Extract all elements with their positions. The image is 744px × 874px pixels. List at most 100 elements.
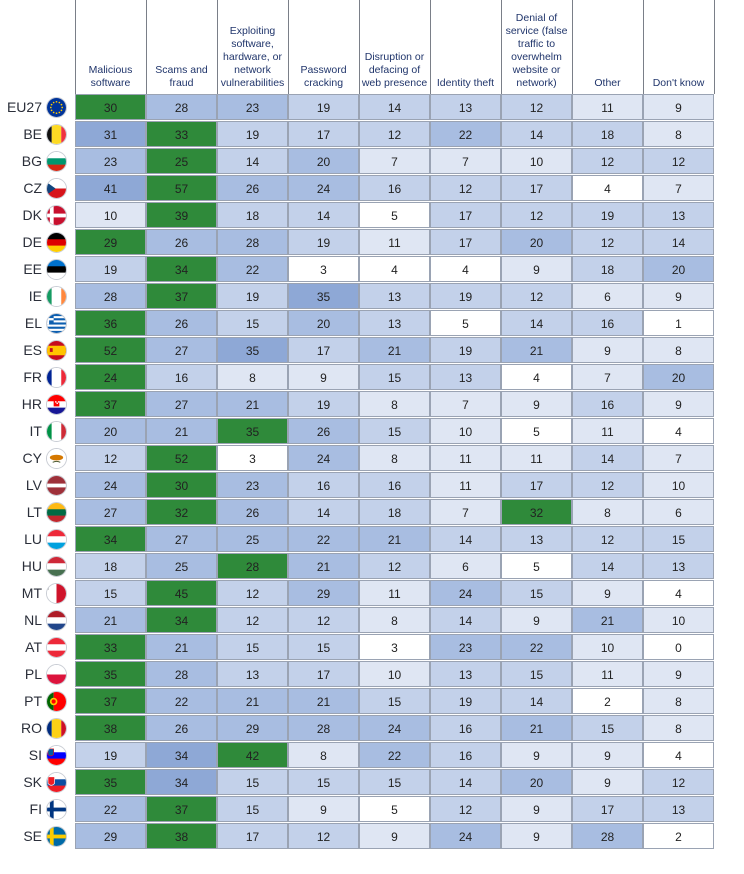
value-cell: 15	[359, 688, 430, 714]
netherlands-flag-icon	[46, 610, 67, 631]
value-cell: 18	[217, 202, 288, 228]
country-code: BE	[23, 126, 42, 142]
value-cell: 16	[288, 472, 359, 498]
value-cell: 24	[75, 472, 146, 498]
value-cell: 17	[501, 472, 572, 498]
table-row: PL 35 28 13 17 10 13 15 11 9	[0, 661, 744, 688]
value-cell: 38	[75, 715, 146, 741]
value-cell: 21	[501, 715, 572, 741]
value-cell: 20	[75, 418, 146, 444]
value-cell: 12	[501, 202, 572, 228]
value-cell: 28	[146, 94, 217, 120]
value-cell: 24	[430, 580, 501, 606]
value-cell: 14	[359, 94, 430, 120]
header-divider	[359, 0, 360, 94]
value-cell: 28	[217, 229, 288, 255]
table-row: LT 27 32 26 14 18 7 32 8 6	[0, 499, 744, 526]
country-code: CZ	[23, 180, 42, 196]
value-cell: 10	[359, 661, 430, 687]
country-code: SK	[23, 774, 42, 790]
value-cell: 27	[75, 499, 146, 525]
value-cell: 37	[146, 283, 217, 309]
country-code: NL	[24, 612, 42, 628]
value-cell: 15	[217, 796, 288, 822]
value-cell: 28	[217, 553, 288, 579]
value-cell: 22	[288, 526, 359, 552]
value-cell: 37	[146, 796, 217, 822]
table-row: LU 34 27 25 22 21 14 13 12 15	[0, 526, 744, 553]
value-cell: 9	[572, 580, 643, 606]
value-cell: 9	[572, 769, 643, 795]
value-cell: 26	[217, 499, 288, 525]
value-cell: 4	[430, 256, 501, 282]
value-cell: 12	[572, 472, 643, 498]
value-cell: 15	[217, 634, 288, 660]
value-cell: 24	[288, 445, 359, 471]
finland-flag-icon	[46, 799, 67, 820]
value-cell: 22	[501, 634, 572, 660]
value-cell: 29	[288, 580, 359, 606]
value-cell: 27	[146, 526, 217, 552]
value-cell: 16	[430, 742, 501, 768]
country-code: SE	[23, 828, 42, 844]
table-row: RO 38 26 29 28 24 16 21 15 8	[0, 715, 744, 742]
value-cell: 8	[643, 715, 714, 741]
value-cell: 12	[430, 796, 501, 822]
hungary-flag-icon	[46, 556, 67, 577]
value-cell: 9	[501, 256, 572, 282]
country-code: LU	[24, 531, 42, 547]
value-cell: 29	[217, 715, 288, 741]
value-cell: 22	[217, 256, 288, 282]
luxembourg-flag-icon	[46, 529, 67, 550]
value-cell: 12	[217, 607, 288, 633]
value-cell: 41	[75, 175, 146, 201]
value-cell: 4	[643, 580, 714, 606]
value-cell: 14	[430, 607, 501, 633]
value-cell: 12	[430, 175, 501, 201]
malta-flag-icon	[46, 583, 67, 604]
value-cell: 36	[75, 310, 146, 336]
country-code: PL	[24, 666, 42, 682]
value-cell: 13	[217, 661, 288, 687]
value-cell: 25	[146, 553, 217, 579]
value-cell: 15	[75, 580, 146, 606]
value-cell: 13	[643, 553, 714, 579]
value-cell: 11	[359, 229, 430, 255]
value-cell: 12	[501, 283, 572, 309]
country-code: LV	[25, 477, 42, 493]
value-cell: 3	[359, 634, 430, 660]
table-row: BE 31 33 19 17 12 22 14 18 8	[0, 121, 744, 148]
value-cell: 17	[288, 661, 359, 687]
value-cell: 19	[572, 202, 643, 228]
value-cell: 12	[75, 445, 146, 471]
value-cell: 13	[643, 202, 714, 228]
value-cell: 15	[359, 364, 430, 390]
estonia-flag-icon	[46, 259, 67, 280]
value-cell: 21	[146, 634, 217, 660]
value-cell: 9	[643, 391, 714, 417]
france-flag-icon	[46, 367, 67, 388]
value-cell: 9	[288, 796, 359, 822]
value-cell: 27	[146, 391, 217, 417]
value-cell: 52	[146, 445, 217, 471]
value-cell: 27	[146, 337, 217, 363]
value-cell: 4	[643, 742, 714, 768]
value-cell: 42	[217, 742, 288, 768]
value-cell: 20	[288, 310, 359, 336]
value-cell: 26	[146, 229, 217, 255]
value-cell: 33	[75, 634, 146, 660]
table-row: HU 18 25 28 21 12 6 5 14 13	[0, 553, 744, 580]
value-cell: 14	[217, 148, 288, 174]
value-cell: 21	[146, 418, 217, 444]
portugal-flag-icon	[46, 691, 67, 712]
belgium-flag-icon	[46, 124, 67, 145]
value-cell: 29	[75, 823, 146, 849]
column-header: Password cracking	[300, 64, 347, 89]
value-cell: 8	[643, 121, 714, 147]
country-code: BG	[21, 153, 42, 169]
value-cell: 17	[288, 121, 359, 147]
value-cell: 21	[359, 526, 430, 552]
value-cell: 3	[217, 445, 288, 471]
value-cell: 12	[288, 607, 359, 633]
value-cell: 34	[75, 526, 146, 552]
